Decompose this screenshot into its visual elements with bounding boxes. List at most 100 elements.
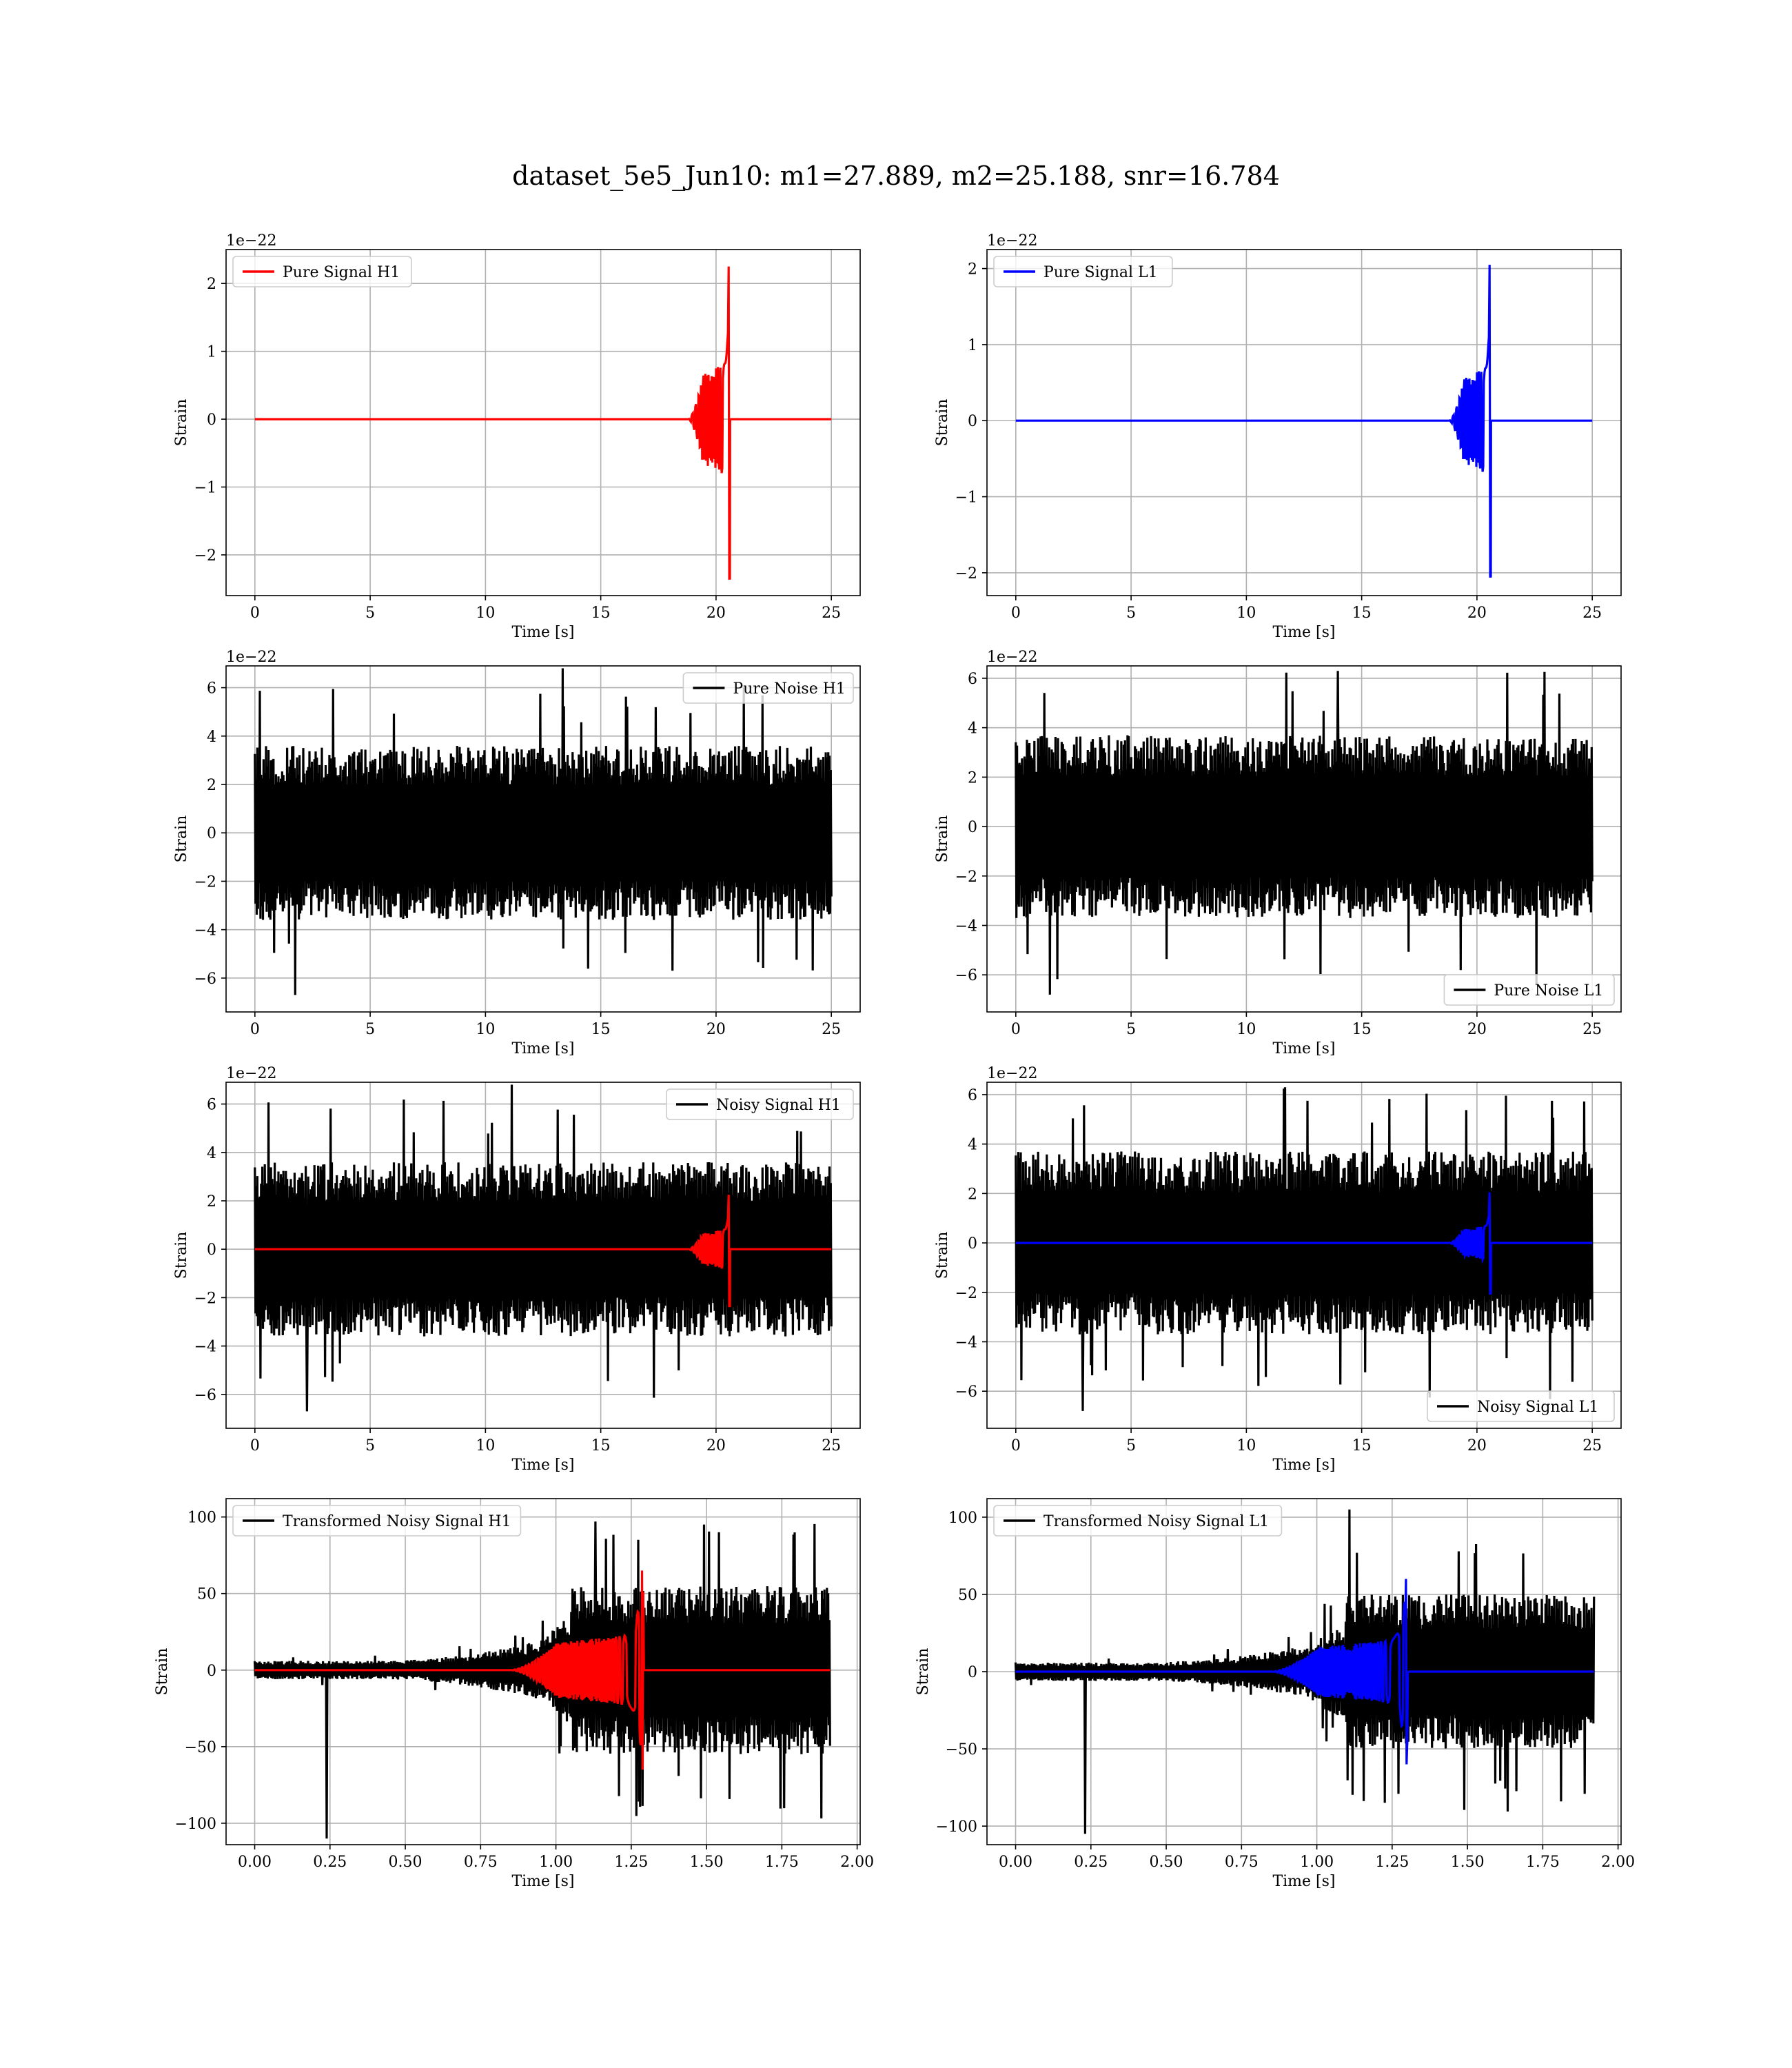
x-tick-label: 20 — [706, 1437, 726, 1454]
axes-frame — [986, 249, 1622, 596]
y-tick-label: −50 — [185, 1739, 216, 1756]
y-axis-label: Strain — [934, 1232, 951, 1279]
plot-data — [253, 1521, 831, 1839]
y-offset-text: 1e−22 — [226, 232, 276, 250]
y-tick-label: 0 — [968, 413, 977, 430]
x-tick-label: 15 — [591, 1021, 611, 1038]
x-tick-label: 10 — [476, 1437, 495, 1454]
y-tick-label: −2 — [194, 1290, 216, 1307]
series-line — [254, 1084, 833, 1412]
y-tick-label: −6 — [194, 1387, 216, 1404]
y-tick-label: 2 — [968, 1186, 977, 1203]
chirp-signal — [688, 1195, 731, 1308]
x-tick-label: 5 — [1126, 1021, 1136, 1038]
x-tick-label: 25 — [1582, 1021, 1602, 1038]
legend-label: Transformed Noisy Signal L1 — [1043, 1513, 1269, 1530]
x-tick-label: 5 — [1126, 605, 1136, 622]
legend-box — [232, 1505, 522, 1537]
y-tick-label: −1 — [955, 489, 977, 507]
subplot-pure-signal-l1: 0 5 10 15 20 25 −2 −1 0 1 2 Time [s] Strain 1e−22 Pure… — [934, 232, 1622, 641]
x-tick-label: 15 — [1352, 1437, 1372, 1454]
y-tick-label: −2 — [955, 1285, 977, 1302]
subplot-transformed-noisy-signal-h1: 0.00 0.25 0.50 0.75 1.00 1.25 1.50 1.75 2.00 −100… — [154, 1498, 874, 1890]
y-tick-label: −2 — [194, 873, 216, 891]
x-tick-label: 20 — [706, 605, 726, 622]
x-tick-label: 20 — [1467, 1437, 1487, 1454]
subplot-pure-noise-l1: 0 5 10 15 20 25 −6 −4 −2 0 2 4 6 Time [s] Strain 1e−22 P… — [934, 649, 1622, 1057]
x-tick-label: 0 — [1011, 1437, 1021, 1454]
x-tick-label: 1.00 — [1300, 1854, 1334, 1871]
y-tick-label: −4 — [194, 922, 216, 940]
y-tick-label: −4 — [955, 1335, 977, 1352]
x-tick-label: 0.00 — [999, 1854, 1032, 1871]
y-axis-label: Strain — [173, 399, 190, 447]
axes-frame — [225, 1498, 861, 1845]
legend-box — [682, 672, 854, 704]
chirp-signal — [1449, 1192, 1492, 1295]
x-tick-label: 0.50 — [389, 1854, 422, 1871]
series-line — [1015, 671, 1594, 995]
y-axis-label: Strain — [154, 1648, 171, 1696]
plot-data — [1015, 265, 1593, 578]
y-offset-text: 1e−22 — [987, 1065, 1037, 1082]
x-tick-label: 1.25 — [1375, 1854, 1409, 1871]
x-tick-label: 0 — [1011, 605, 1021, 622]
y-tick-label: 4 — [968, 720, 977, 738]
x-tick-label: 10 — [1236, 1021, 1256, 1038]
y-tick-label: 50 — [197, 1586, 216, 1603]
y-axis-label: Strain — [173, 815, 190, 863]
plot-data — [1015, 671, 1594, 995]
y-tick-label: 0 — [207, 825, 216, 842]
x-tick-label: 10 — [476, 1021, 495, 1038]
x-tick-label: 25 — [822, 1437, 841, 1454]
y-tick-label: 0 — [207, 412, 216, 429]
x-tick-label: 2.00 — [840, 1854, 874, 1871]
y-tick-label: 100 — [948, 1510, 977, 1527]
y-tick-label: −4 — [955, 918, 977, 935]
x-tick-label: 25 — [822, 605, 841, 622]
x-tick-label: 25 — [1582, 1437, 1602, 1454]
y-offset-text: 1e−22 — [226, 1065, 276, 1082]
y-tick-label: 2 — [207, 777, 216, 794]
y-tick-label: 0 — [207, 1663, 216, 1680]
x-tick-label: 1.00 — [539, 1854, 573, 1871]
axes-frame — [225, 665, 861, 1013]
y-tick-label: −2 — [194, 547, 216, 565]
y-tick-label: −100 — [936, 1818, 977, 1836]
x-axis-label: Time [s] — [511, 1873, 574, 1890]
y-tick-label: −50 — [946, 1741, 977, 1758]
series-line — [254, 668, 833, 995]
legend-label: Pure Signal H1 — [283, 264, 400, 281]
y-tick-label: 6 — [207, 1097, 216, 1114]
x-tick-label: 0.25 — [1074, 1854, 1108, 1871]
x-tick-label: 1.50 — [690, 1854, 724, 1871]
y-tick-label: 4 — [207, 1145, 216, 1162]
y-tick-label: −4 — [194, 1339, 216, 1356]
legend-box — [666, 1088, 854, 1120]
x-axis-label: Time [s] — [1272, 1873, 1335, 1890]
y-offset-text: 1e−22 — [987, 649, 1037, 666]
y-tick-label: −2 — [955, 565, 977, 582]
x-tick-label: 1.50 — [1451, 1854, 1485, 1871]
y-tick-label: 6 — [968, 1087, 977, 1104]
x-tick-label: 25 — [822, 1021, 841, 1038]
legend-label: Pure Signal L1 — [1043, 264, 1158, 281]
y-axis-label: Strain — [173, 1232, 190, 1279]
x-tick-label: 25 — [1582, 605, 1602, 622]
y-tick-label: −100 — [175, 1816, 216, 1833]
x-tick-label: 0 — [250, 1437, 260, 1454]
plot-data — [1014, 1509, 1596, 1834]
legend-box — [993, 256, 1173, 287]
x-tick-label: 0.25 — [313, 1854, 347, 1871]
x-tick-label: 2.00 — [1601, 1854, 1635, 1871]
y-tick-label: 6 — [207, 680, 216, 698]
legend-box — [1427, 1390, 1615, 1422]
y-axis-label: Strain — [934, 815, 951, 863]
y-tick-label: 1 — [207, 344, 216, 361]
legend-label: Pure Noise H1 — [733, 680, 846, 698]
legend-box — [993, 1505, 1283, 1537]
axes-frame — [225, 1082, 861, 1429]
x-axis-label: Time [s] — [1272, 1457, 1335, 1474]
subplot-pure-noise-h1: 0 5 10 15 20 25 −6 −4 −2 0 2 4 6 Time [s] Strain 1e−22 P… — [173, 649, 861, 1057]
